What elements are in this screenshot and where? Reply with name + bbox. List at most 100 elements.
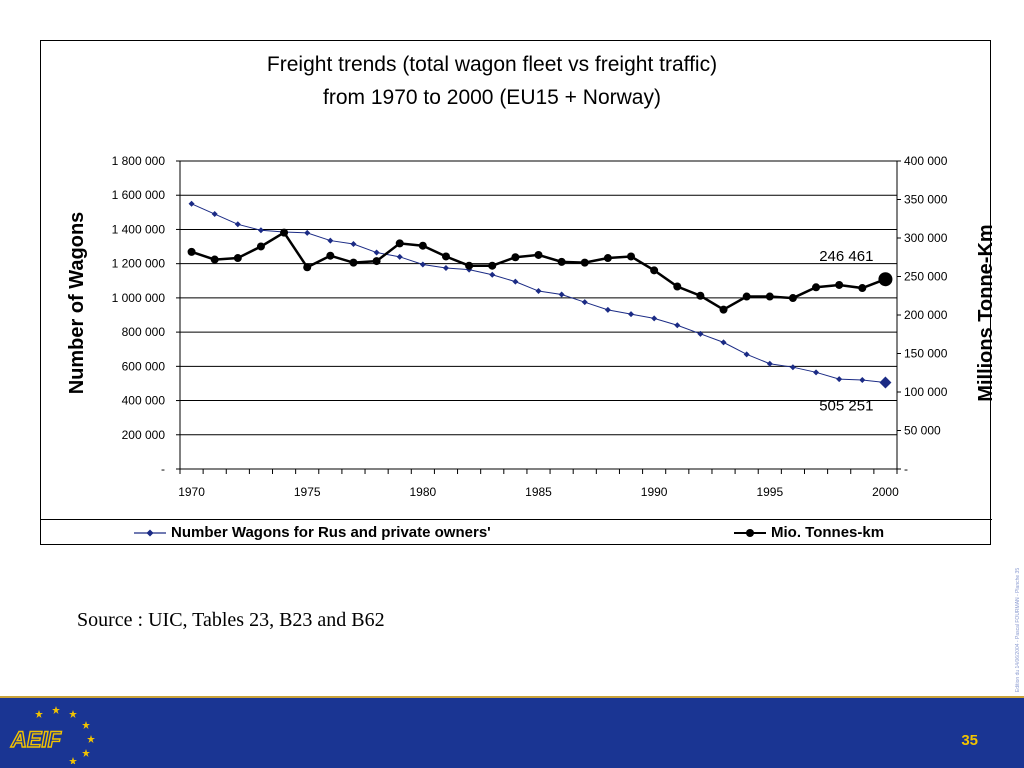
point-wagons — [234, 221, 241, 228]
point-tkm — [858, 284, 867, 293]
point-wagons — [327, 237, 334, 244]
point-tkm — [280, 228, 289, 237]
source-note: Source : UIC, Tables 23, B23 and B62 — [77, 609, 385, 631]
line-chart: Freight trends (total wagon fleet vs fre… — [66, 53, 992, 499]
y-right-tick-label: 200 000 — [904, 308, 948, 322]
point-wagons — [304, 229, 311, 236]
point-wagons — [813, 369, 820, 376]
legend-circle-marker-icon — [734, 528, 766, 537]
y-axis-left-label: Number of Wagons — [66, 212, 88, 395]
point-tkm — [372, 257, 381, 266]
point-wagons — [720, 339, 727, 346]
x-tick-label: 1995 — [756, 485, 783, 499]
y-left-tick-label: 1 200 000 — [112, 257, 166, 271]
y-axis-right-label: Millions Tonne-Km — [975, 224, 992, 401]
point-wagons — [581, 299, 588, 306]
x-tick-label: 1975 — [294, 485, 321, 499]
y-left-tick-label: 400 000 — [122, 394, 166, 408]
point-tkm — [603, 254, 612, 263]
point-wagons — [697, 330, 704, 337]
y-left-tick-label: 1 000 000 — [112, 291, 166, 305]
point-wagons — [211, 211, 218, 218]
aeif-logo-icon: AEIF — [9, 706, 95, 764]
x-tick-label: 1990 — [641, 485, 668, 499]
y-left-tick-label: 1 800 000 — [112, 154, 166, 168]
point-tkm — [696, 291, 705, 300]
point-wagons — [535, 288, 542, 295]
point-tkm — [418, 241, 427, 250]
footer-divider — [0, 696, 1024, 698]
point-tkm — [349, 258, 358, 267]
point-tkm — [488, 261, 497, 270]
point-tkm — [511, 253, 520, 262]
y-right-tick-label: 350 000 — [904, 193, 948, 207]
point-tkm — [557, 257, 566, 266]
y-left-tick-label: - — [161, 462, 165, 476]
y-left-tick-label: 1 400 000 — [112, 222, 166, 236]
point-wagons — [879, 376, 892, 389]
point-tkm — [395, 239, 404, 248]
y-left-tick-label: 800 000 — [122, 325, 166, 339]
point-wagons — [628, 311, 635, 318]
point-wagons — [558, 291, 565, 298]
point-tkm — [580, 258, 589, 267]
point-wagons — [373, 249, 380, 256]
chart-title-line1: Freight trends (total wagon fleet vs fre… — [267, 53, 717, 76]
point-wagons — [651, 315, 658, 322]
y-left-tick-label: 200 000 — [122, 428, 166, 442]
point-tkm — [788, 294, 797, 303]
point-wagons — [396, 253, 403, 260]
page-number: 35 — [961, 732, 978, 749]
logo-text: AEIF — [10, 727, 62, 752]
point-wagons — [512, 278, 519, 285]
point-tkm — [326, 251, 335, 260]
point-tkm — [673, 282, 682, 291]
point-tkm — [742, 292, 751, 301]
y-right-tick-label: 400 000 — [904, 154, 948, 168]
x-tick-label: 1980 — [410, 485, 437, 499]
point-tkm — [441, 252, 450, 261]
side-note-text: Edition du 14/06/2004 - Pascal FOURMAN -… — [1015, 568, 1021, 692]
point-wagons — [419, 261, 426, 268]
legend-item-tkm: Mio. Tonnes-km — [733, 524, 884, 541]
point-tkm — [650, 266, 659, 275]
end-label-tkm: 246 461 — [819, 248, 873, 265]
y-left-tick-label: 600 000 — [122, 359, 166, 373]
point-wagons — [859, 377, 866, 384]
point-tkm — [187, 247, 196, 256]
x-tick-label: 1970 — [178, 485, 205, 499]
point-wagons — [257, 227, 264, 234]
legend-label-wagons: Number Wagons for Rus and private owners… — [171, 524, 491, 541]
y-right-tick-label: 150 000 — [904, 347, 948, 361]
y-right-tick-label: 250 000 — [904, 270, 948, 284]
point-wagons — [442, 264, 449, 271]
point-wagons — [766, 360, 773, 367]
chart-title-line2: from 1970 to 2000 (EU15 + Norway) — [323, 86, 661, 109]
point-wagons — [489, 271, 496, 278]
chart-panel: Freight trends (total wagon fleet vs fre… — [40, 40, 992, 546]
point-wagons — [188, 200, 195, 207]
y-left-tick-label: 1 600 000 — [112, 188, 166, 202]
y-right-tick-label: 50 000 — [904, 424, 941, 438]
point-tkm — [627, 252, 636, 261]
point-tkm — [465, 261, 474, 270]
x-tick-label: 2000 — [872, 485, 899, 499]
point-wagons — [350, 240, 357, 247]
point-tkm — [719, 305, 728, 314]
point-tkm — [233, 254, 242, 263]
point-wagons — [836, 376, 843, 383]
y-right-tick-label: - — [904, 462, 908, 476]
end-label-wagons: 505 251 — [819, 398, 873, 415]
point-tkm — [878, 272, 893, 287]
y-right-tick-label: 300 000 — [904, 231, 948, 245]
chart-legend: Number Wagons for Rus and private owners… — [41, 519, 992, 546]
point-tkm — [534, 250, 543, 259]
point-tkm — [256, 242, 265, 251]
point-tkm — [765, 292, 774, 301]
footer-bar: AEIF 35 — [0, 698, 1024, 768]
y-right-tick-label: 100 000 — [904, 385, 948, 399]
side-note: Edition du 14/06/2004 - Pascal FOURMAN -… — [1015, 568, 1021, 692]
point-tkm — [835, 280, 844, 289]
legend-item-wagons: Number Wagons for Rus and private owners… — [133, 524, 491, 541]
point-tkm — [303, 263, 312, 272]
